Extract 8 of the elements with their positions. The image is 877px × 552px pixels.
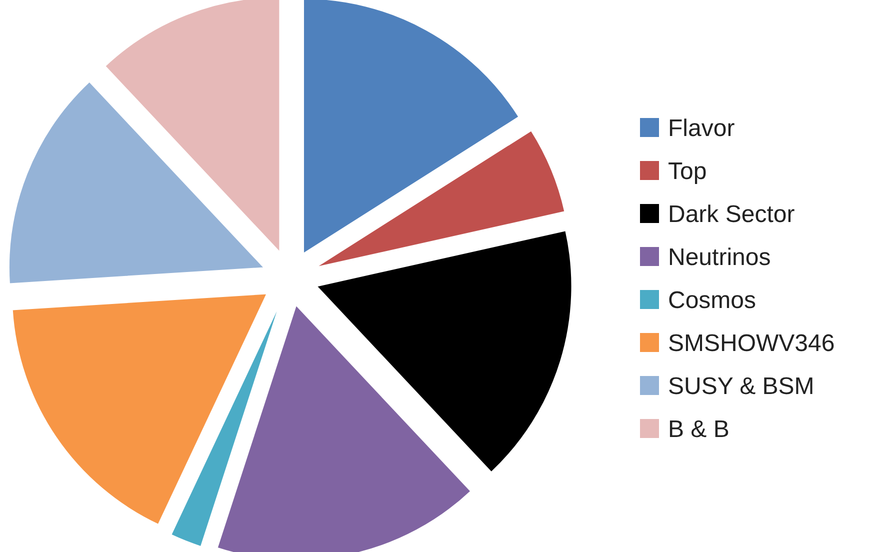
legend-label: Neutrinos xyxy=(668,244,771,271)
legend-label: Cosmos xyxy=(668,287,756,314)
legend-label: SMSHOWV346 xyxy=(668,330,835,357)
legend-label: Top xyxy=(668,158,707,185)
legend-label: Flavor xyxy=(668,115,735,142)
legend-label: SUSY & BSM xyxy=(668,373,814,400)
legend-label: Dark Sector xyxy=(668,201,795,228)
legend-label: B & B xyxy=(668,416,730,443)
